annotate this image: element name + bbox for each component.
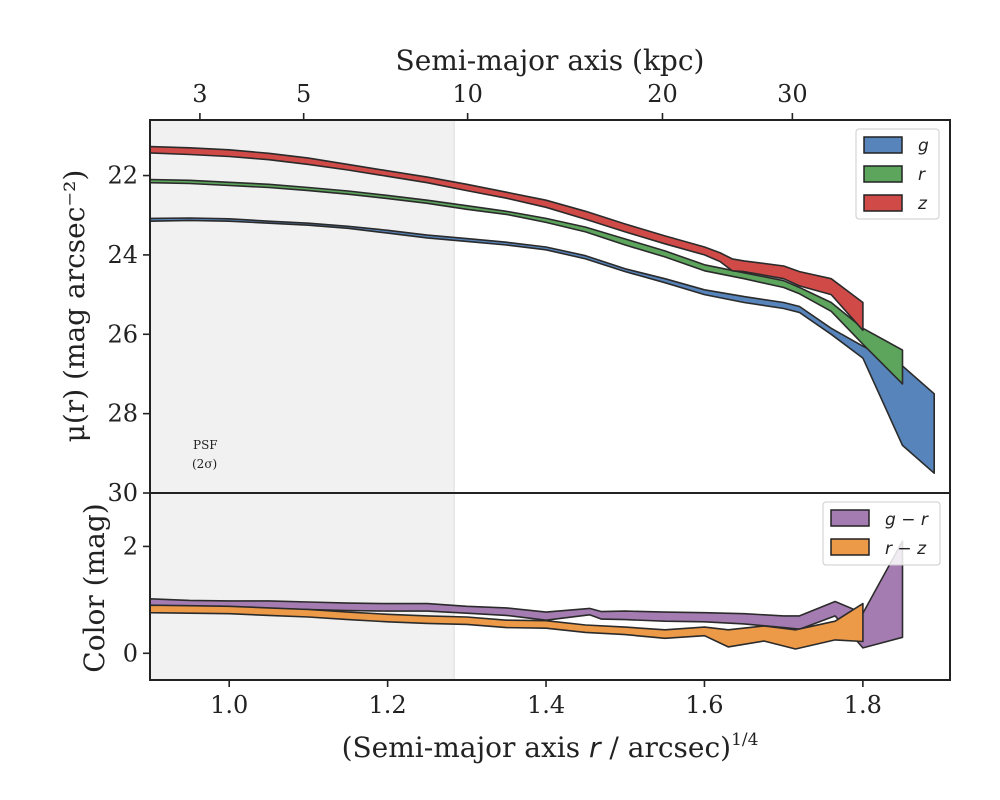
bottom-axis-title: (Semi-major axis r / arcsec)1/4 (342, 730, 759, 764)
xlabel-exponent: 1/4 (731, 730, 758, 750)
surface-brightness-bands (149, 145, 936, 475)
top-legend: g r z (855, 128, 940, 220)
legend-label-g-r: g − r (885, 510, 929, 530)
legend-label-r: r (918, 165, 926, 185)
top-x-tick-label: 20 (647, 80, 678, 108)
legend-label-r-z: r − z (885, 539, 927, 559)
x-tick-label: 1.0 (210, 691, 248, 719)
legend-swatch-z (863, 194, 903, 212)
bottom-panel-frame (149, 492, 951, 681)
psf-label-line1: PSF (193, 438, 218, 452)
xlabel-part-1: (Semi-major axis (342, 731, 589, 764)
band-g (149, 217, 936, 475)
y-tick-label: 28 (107, 400, 138, 428)
legend-swatch-g (863, 136, 903, 154)
legend-swatch-g-r (830, 509, 870, 527)
top-axis-title: Semi-major axis (kpc) (396, 44, 705, 77)
axis-ticks: 1.0 1.2 1.4 1.6 1.8 3 5 10 20 30 22 24 26 28 30 0 2 (107, 80, 882, 719)
x-tick-label: 1.8 (844, 691, 882, 719)
y-tick-label: 26 (107, 320, 138, 348)
legend-swatch-r (863, 165, 903, 183)
legend-label-z: z (917, 194, 928, 214)
legend-swatch-r-z (830, 538, 870, 556)
x-tick-label: 1.4 (527, 691, 565, 719)
legend-label-g: g (918, 136, 929, 156)
bottom-panel-ylabel: Color (mag) (78, 503, 111, 672)
y-tick-label: 22 (107, 162, 138, 190)
y-tick-label: 30 (107, 479, 138, 507)
band-r-z (149, 602, 864, 650)
band-r (149, 178, 904, 385)
psf-region-shading-color-panel (150, 493, 455, 680)
top-x-tick-label: 5 (296, 80, 311, 108)
y-tick-label: 24 (107, 241, 138, 269)
top-x-tick-label: 30 (777, 80, 808, 108)
top-x-tick-label: 10 (452, 80, 483, 108)
top-x-tick-label: 3 (192, 80, 207, 108)
xlabel-part-r: r (589, 731, 602, 764)
xlabel-part-2: / arcsec) (601, 731, 732, 764)
color-y-tick-label: 0 (123, 639, 138, 667)
x-tick-label: 1.6 (685, 691, 723, 719)
top-panel-ylabel: μ(r) (mag arcsec⁻²) (58, 170, 91, 443)
band-z (149, 145, 864, 332)
x-tick-label: 1.2 (369, 691, 407, 719)
bottom-legend: g − r r − z (822, 501, 941, 566)
color-y-tick-label: 2 (123, 532, 138, 560)
color-bands (149, 540, 904, 650)
psf-label-line2: (2σ) (192, 457, 217, 471)
band-g-r (149, 540, 904, 649)
